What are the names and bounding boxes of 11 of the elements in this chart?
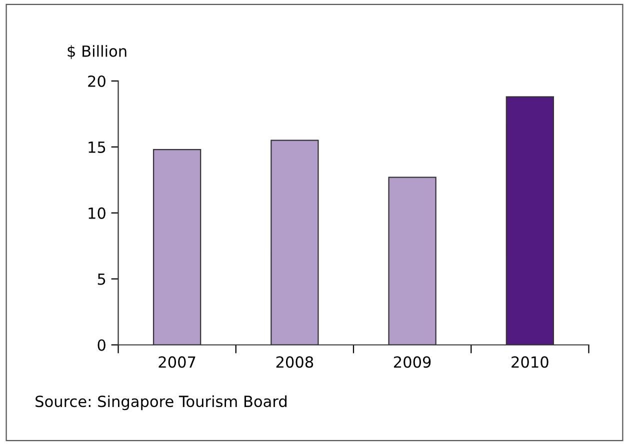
x-tick-label: 2008 — [276, 356, 314, 368]
y-tick-label: 0 — [98, 339, 106, 351]
y-tick-label: 5 — [98, 274, 106, 285]
x-tick-label: 2007 — [158, 356, 196, 368]
y-tick-label: 10 — [88, 207, 106, 219]
y-tick-label: 20 — [88, 75, 106, 88]
source-note: Source: Singapore Tourism Board — [36, 395, 286, 410]
x-tick-label: 2010 — [512, 356, 548, 368]
y-tick-label: 15 — [88, 142, 106, 153]
x-tick-label: 2009 — [394, 356, 431, 368]
y-axis-title: $ Billion — [68, 45, 126, 59]
